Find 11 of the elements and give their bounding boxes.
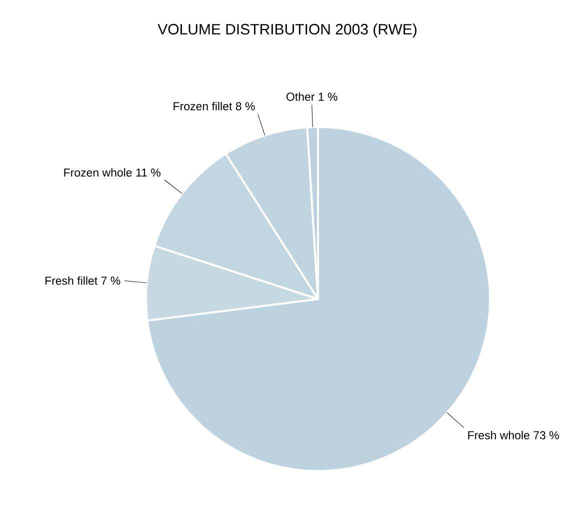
slice-label: Fresh whole	[468, 430, 530, 440]
data-label: 8 %	[236, 102, 255, 110]
slice-label: Other	[286, 92, 315, 101]
chart-title: VOLUME DISTRIBUTION 2003 (RWE)	[158, 24, 416, 38]
slice-label: Frozen whole	[64, 168, 132, 177]
slice-label: Frozen fillet	[174, 102, 232, 110]
data-label: 7 %	[101, 276, 120, 285]
data-label: 73 %	[534, 431, 559, 440]
slice-label: Fresh fillet	[45, 276, 98, 285]
data-label: 1 %	[318, 92, 338, 101]
data-label: 11 %	[136, 168, 160, 177]
